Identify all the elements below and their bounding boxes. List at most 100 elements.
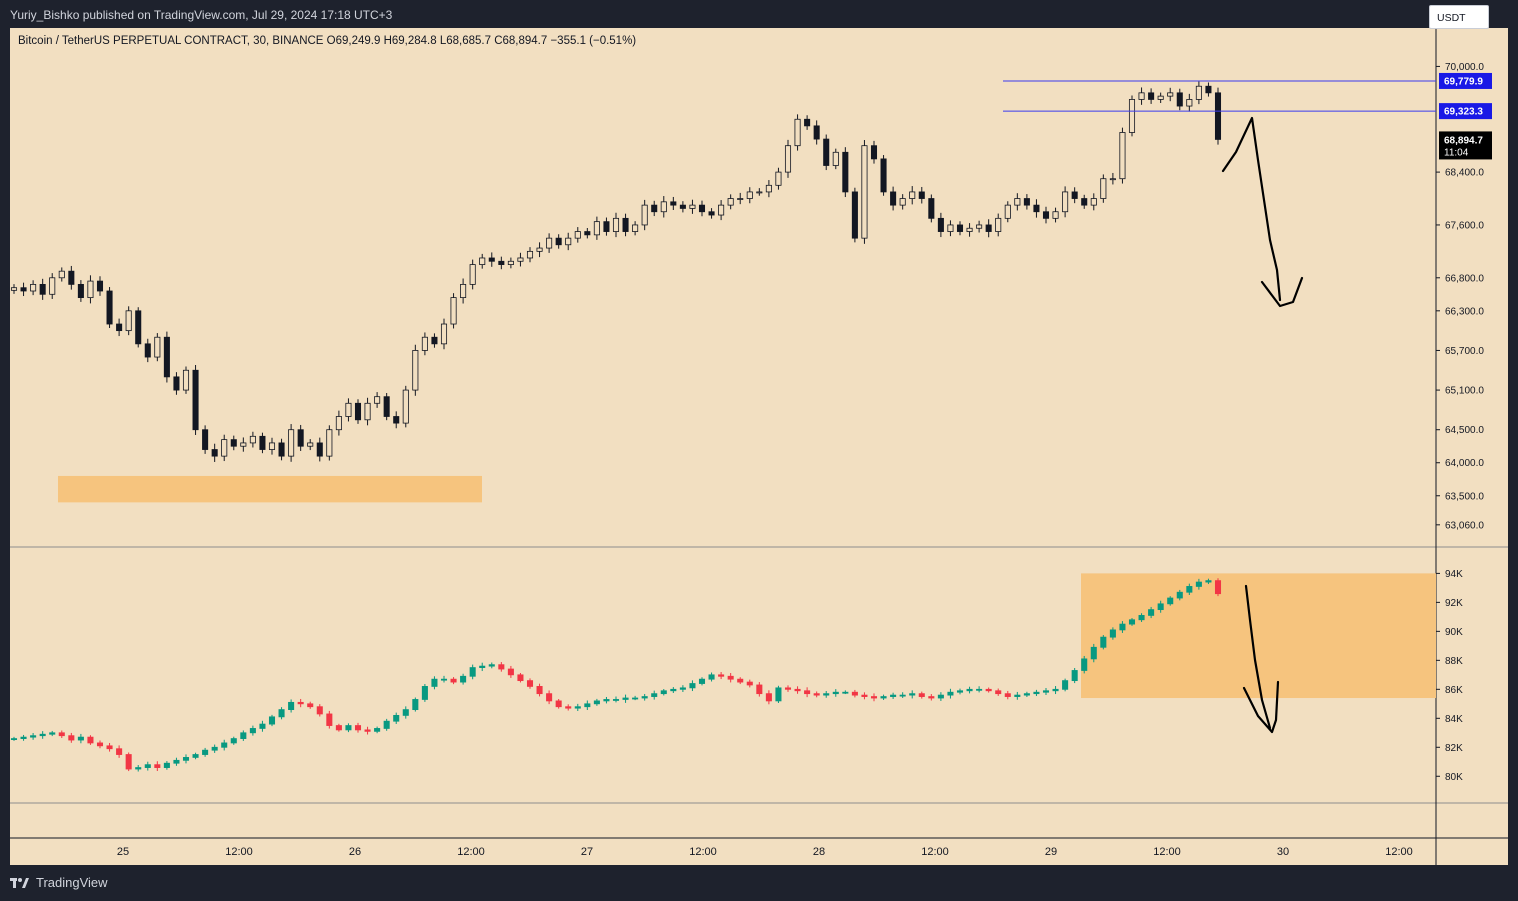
price-candle xyxy=(1157,95,1164,100)
currency-button[interactable]: USDT xyxy=(1429,5,1489,29)
indicator-candle xyxy=(555,700,562,708)
indicator-candle xyxy=(345,725,352,731)
x-tick-label: 12:00 xyxy=(1153,846,1181,858)
price-candle xyxy=(479,257,486,265)
price-candle xyxy=(918,191,925,199)
price-candle xyxy=(804,118,811,127)
indicator-candle xyxy=(1090,646,1097,660)
indicator-candle xyxy=(1214,580,1222,595)
price-candle xyxy=(106,290,113,325)
indicator-candle xyxy=(928,696,935,699)
y-tick-label: 82K xyxy=(1445,743,1463,754)
y-tick-label: 86K xyxy=(1445,685,1463,696)
price-candle xyxy=(39,283,46,295)
price-label-box xyxy=(1439,72,1492,89)
price-candle xyxy=(259,435,266,450)
indicator-candle xyxy=(632,697,639,700)
indicator-candle xyxy=(861,694,868,697)
drawn-down-arrow xyxy=(1221,116,1304,308)
price-candle xyxy=(517,257,524,262)
indicator-candle xyxy=(440,678,448,681)
price-candle xyxy=(641,204,648,226)
indicator-candle xyxy=(794,688,801,692)
price-candle xyxy=(221,439,228,457)
y-tick-label: 88K xyxy=(1445,656,1463,667)
price-candle xyxy=(1071,191,1078,199)
price-candle xyxy=(1195,85,1202,100)
price-candle xyxy=(154,336,161,358)
indicator-candle xyxy=(880,696,887,699)
indicator-candle xyxy=(660,690,667,695)
indicator-candle xyxy=(221,742,228,748)
price-candle xyxy=(1167,92,1174,97)
indicator-candle xyxy=(1014,694,1021,697)
price-candle xyxy=(421,336,428,351)
indicator-candle xyxy=(966,688,973,692)
price-candle xyxy=(249,435,256,444)
y-tick-label: 66,800.0 xyxy=(1445,273,1484,284)
indicator-candle xyxy=(1195,581,1202,587)
indicator-candle xyxy=(737,678,744,683)
price-candle xyxy=(182,369,190,391)
y-tick-label: 92K xyxy=(1445,598,1463,609)
price-candle xyxy=(823,138,830,166)
indicator-candle xyxy=(49,732,56,735)
indicator-candle xyxy=(536,686,543,695)
indicator-candle xyxy=(584,703,591,708)
indicator-candle xyxy=(1109,629,1116,638)
y-tick-label: 64,000.0 xyxy=(1445,458,1484,469)
indicator-candle xyxy=(1205,580,1212,583)
x-tick-label: 12:00 xyxy=(1385,846,1413,858)
indicator-candle xyxy=(937,694,944,699)
price-candle xyxy=(670,201,677,206)
price-candle xyxy=(1214,92,1222,140)
indicator-candle xyxy=(870,696,878,699)
indicator-candle xyxy=(469,667,476,677)
indicator-candle xyxy=(918,693,925,697)
y-tick-label: 67,600.0 xyxy=(1445,220,1484,231)
price-candle xyxy=(1081,198,1088,206)
price-label-box xyxy=(1439,103,1492,120)
price-candle xyxy=(163,336,170,378)
price-candle xyxy=(727,198,734,206)
indicator-candle xyxy=(125,754,132,770)
price-candle xyxy=(718,204,725,216)
price-zone xyxy=(58,475,482,503)
price-candle xyxy=(77,283,84,299)
indicator-candle xyxy=(297,701,304,705)
price-candle xyxy=(211,449,218,457)
price-candle xyxy=(966,227,973,232)
y-tick-label: 80K xyxy=(1445,772,1463,783)
price-candle xyxy=(507,260,514,265)
price-candle xyxy=(851,191,858,239)
x-tick-label: 12:00 xyxy=(457,846,485,858)
price-candle xyxy=(469,264,476,285)
price-candle xyxy=(278,442,285,457)
price-candle xyxy=(775,171,782,186)
indicator-candle xyxy=(202,749,209,755)
indicator-candle xyxy=(708,674,715,680)
indicator-candle xyxy=(278,709,285,718)
indicator-candle xyxy=(985,688,992,692)
candle-countdown: 11:04 xyxy=(1444,147,1469,158)
price-candle xyxy=(603,221,610,232)
price-candle xyxy=(784,145,792,173)
price-candle xyxy=(116,323,123,332)
y-tick-label: 68,400.0 xyxy=(1445,168,1484,179)
drawn-down-arrow xyxy=(1242,584,1280,734)
indicator-candle xyxy=(116,748,123,755)
price-candle xyxy=(49,277,56,295)
indicator-candle xyxy=(268,716,276,725)
indicator-candle xyxy=(68,735,75,741)
price-candle xyxy=(125,310,132,332)
indicator-candle xyxy=(1004,693,1011,697)
indicator-candle xyxy=(507,668,514,676)
indicator-candle xyxy=(450,678,457,683)
indicator-candle xyxy=(1167,597,1174,605)
indicator-candle xyxy=(976,688,983,691)
indicator-candle xyxy=(622,697,629,700)
indicator-candle xyxy=(192,754,199,758)
indicator-candle xyxy=(354,725,362,731)
indicator-candle xyxy=(995,690,1002,695)
